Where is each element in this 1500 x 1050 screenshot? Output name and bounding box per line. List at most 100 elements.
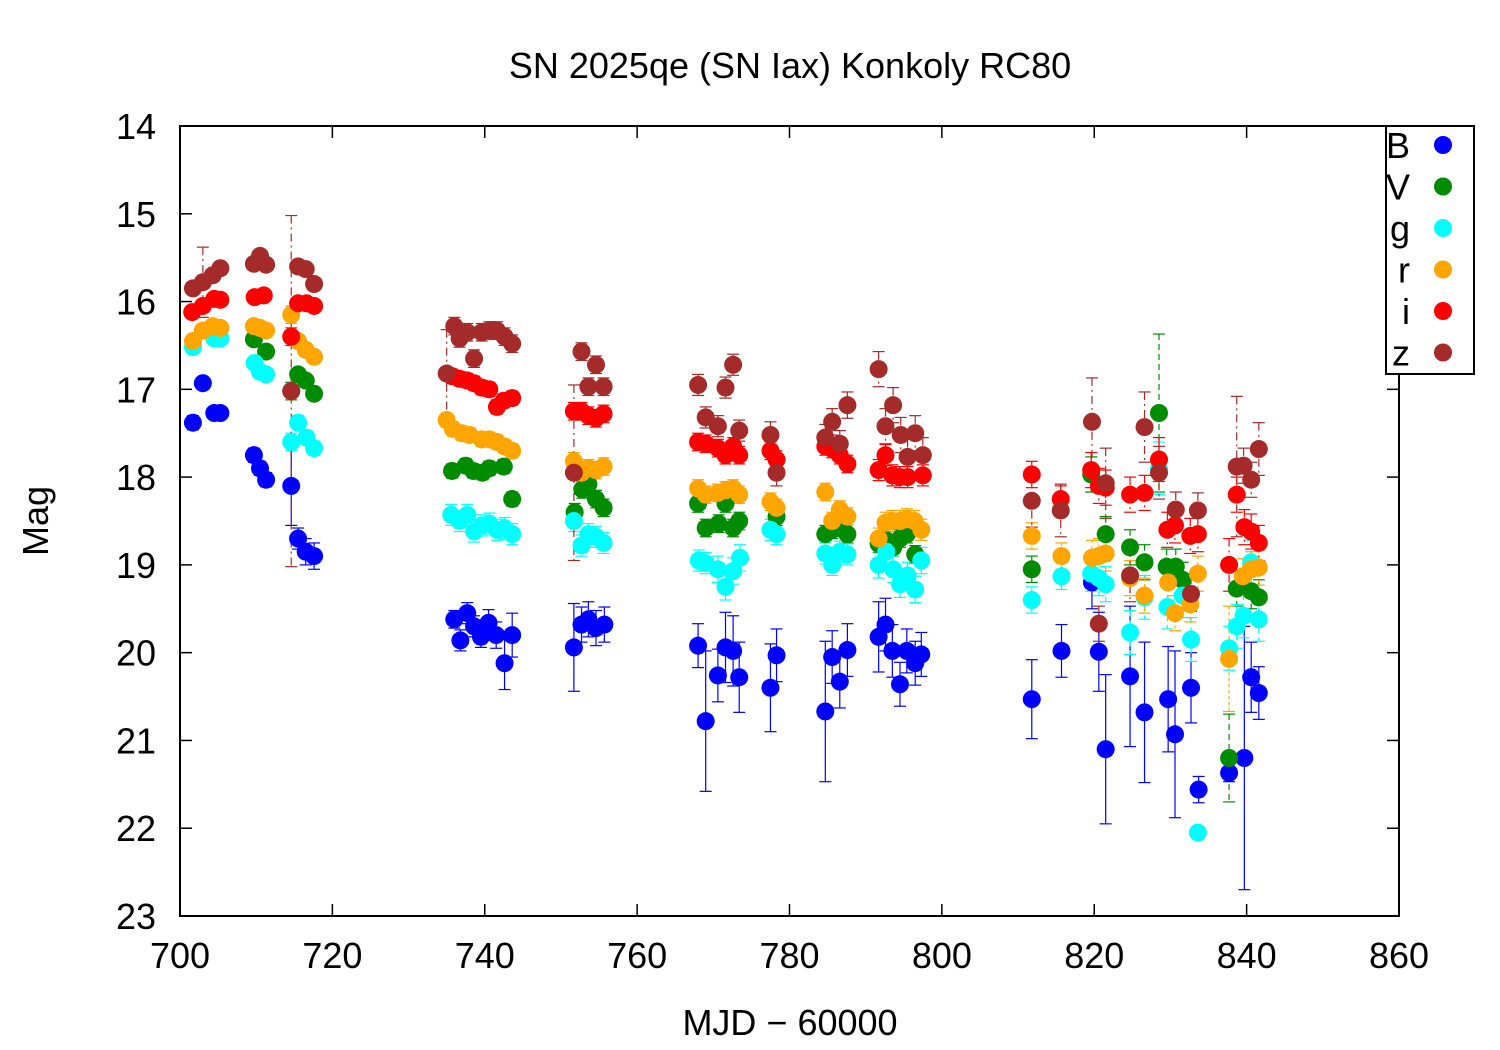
point-i xyxy=(730,446,749,465)
x-tick-label: 740 xyxy=(455,935,515,976)
point-B xyxy=(1235,749,1254,767)
point-V xyxy=(480,459,499,478)
point-V xyxy=(1121,538,1140,557)
point-g xyxy=(877,542,896,561)
point-z xyxy=(458,323,477,342)
point-r xyxy=(257,321,276,340)
point-B xyxy=(1022,690,1041,709)
point-i xyxy=(211,290,230,309)
point-g xyxy=(823,555,842,574)
point-B xyxy=(696,712,715,731)
point-B xyxy=(708,666,727,685)
point-B xyxy=(564,638,583,657)
point-z xyxy=(1249,440,1268,459)
point-g xyxy=(912,551,931,570)
series-B-points xyxy=(183,374,1268,799)
point-g xyxy=(1188,823,1207,842)
point-V xyxy=(494,457,513,476)
series-V-points xyxy=(244,330,1268,767)
point-B xyxy=(816,702,835,721)
x-tick-label: 700 xyxy=(150,935,210,976)
point-i xyxy=(282,327,301,346)
point-i xyxy=(913,466,932,485)
legend-marker-g xyxy=(1434,219,1452,237)
point-z xyxy=(1150,463,1169,482)
point-g xyxy=(1022,591,1041,609)
point-B xyxy=(183,413,202,432)
point-z xyxy=(823,412,842,431)
point-z xyxy=(884,396,903,415)
x-axis-title: MJD − 60000 xyxy=(682,1002,897,1043)
axis-ticks: 700 720 740 760 780 800 820 840 860 14 15 16 17 18 19 2… xyxy=(116,106,1429,976)
point-r xyxy=(1188,564,1207,583)
point-i xyxy=(898,468,917,487)
point-V xyxy=(257,342,276,361)
point-z xyxy=(876,417,895,436)
point-V xyxy=(503,490,522,509)
point-i xyxy=(1082,461,1101,480)
point-z xyxy=(564,463,583,482)
point-B xyxy=(1089,642,1108,661)
point-z xyxy=(1121,566,1140,585)
point-z xyxy=(1242,470,1261,489)
point-r xyxy=(1135,586,1154,605)
point-V xyxy=(305,384,324,403)
point-z xyxy=(869,360,888,379)
point-i xyxy=(1220,555,1239,574)
point-g xyxy=(708,560,727,579)
point-B xyxy=(767,646,786,665)
point-B xyxy=(289,529,308,548)
point-i xyxy=(1150,450,1169,469)
point-B xyxy=(1166,725,1185,744)
y-tick-label: 23 xyxy=(116,896,156,937)
y-axis-title: Mag xyxy=(15,486,56,556)
point-B xyxy=(1242,668,1261,687)
point-B xyxy=(487,626,506,645)
y-tick-label: 16 xyxy=(116,282,156,323)
point-i xyxy=(1188,525,1207,544)
x-tick-label: 760 xyxy=(607,935,667,976)
point-i xyxy=(1227,485,1246,504)
point-g xyxy=(716,577,735,596)
point-B xyxy=(595,615,614,634)
point-V xyxy=(1249,588,1268,607)
y-tick-label: 17 xyxy=(116,369,156,410)
point-B xyxy=(689,636,708,655)
point-z xyxy=(1022,491,1041,510)
point-i xyxy=(1249,533,1268,552)
point-z xyxy=(898,447,917,466)
legend-label-i: i xyxy=(1402,291,1410,332)
point-B xyxy=(1189,780,1208,799)
point-i xyxy=(838,454,857,473)
point-i xyxy=(876,446,895,465)
point-B xyxy=(1182,678,1201,697)
point-z xyxy=(305,275,324,293)
plot-frame xyxy=(179,125,1400,917)
point-V xyxy=(1096,525,1115,544)
point-B xyxy=(1220,763,1239,782)
point-B xyxy=(282,476,301,495)
point-r xyxy=(1022,526,1041,545)
chart-title: SN 2025qe (SN Iax) Konkoly RC80 xyxy=(509,45,1071,86)
point-B xyxy=(1096,740,1115,759)
point-z xyxy=(296,260,315,279)
x-tick-label: 840 xyxy=(1217,935,1277,976)
point-z xyxy=(830,434,849,453)
point-z xyxy=(1096,474,1115,493)
point-B xyxy=(761,678,780,697)
point-B xyxy=(890,675,909,694)
point-z xyxy=(1182,584,1201,603)
point-B xyxy=(257,470,276,489)
point-B xyxy=(503,626,522,645)
point-B xyxy=(830,672,849,691)
point-g xyxy=(898,566,917,585)
legend-label-r: r xyxy=(1398,250,1410,291)
point-z xyxy=(724,355,743,374)
y-tick-label: 15 xyxy=(116,194,156,235)
point-B xyxy=(876,615,895,634)
point-g xyxy=(869,555,888,574)
point-V xyxy=(1022,560,1041,579)
point-r xyxy=(1166,604,1185,623)
